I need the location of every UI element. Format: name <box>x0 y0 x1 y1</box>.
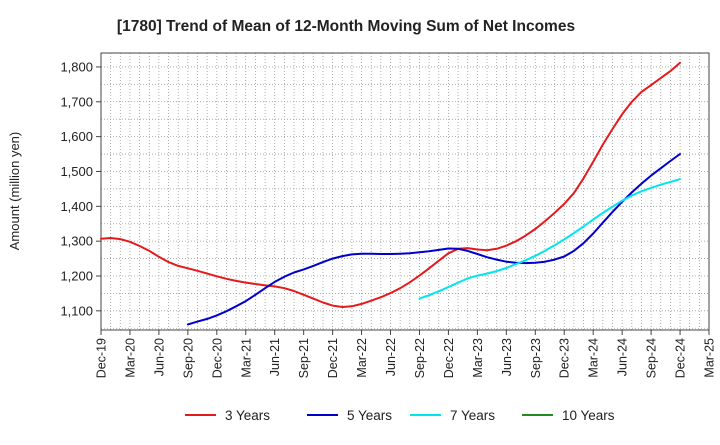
x-tick-label: Sep-22 <box>413 338 427 378</box>
series-line-5-years <box>186 153 681 326</box>
x-tick-label: Dec-24 <box>674 338 688 378</box>
y-tick-label: 1,200 <box>60 268 93 283</box>
x-tick-label: Dec-21 <box>326 338 340 378</box>
x-tick-label: Mar-23 <box>471 338 485 378</box>
x-tick-label: Mar-24 <box>587 338 601 378</box>
x-tick-label: Dec-22 <box>442 338 456 378</box>
legend-label-5-years: 5 Years <box>347 408 392 423</box>
x-tick-label: Mar-21 <box>239 338 253 378</box>
y-tick-label: 1,600 <box>60 129 93 144</box>
legend-label-7-years: 7 Years <box>450 408 495 423</box>
legend: 3 Years 5 Years 7 Years 10 Years <box>185 408 615 423</box>
x-tick-label: Jun-21 <box>268 338 282 376</box>
x-tick-label: Dec-19 <box>95 338 109 378</box>
x-tick-label: Mar-25 <box>703 338 717 378</box>
x-tick-label: Dec-23 <box>558 338 572 378</box>
x-tick-label: Jun-20 <box>152 338 166 376</box>
x-tick-label: Jun-22 <box>384 338 398 376</box>
x-tick-label: Sep-23 <box>529 338 543 378</box>
axes: 1,100 1,200 1,300 1,400 1,500 1,600 1,700 1,800… <box>60 52 717 378</box>
legend-label-3-years: 3 Years <box>225 408 270 423</box>
chart-title: [1780] Trend of Mean of 12-Month Moving … <box>117 18 575 35</box>
x-tick-label: Jun-24 <box>616 338 630 376</box>
x-tick-label: Mar-20 <box>123 338 137 378</box>
plot-frame <box>100 52 710 331</box>
x-tick-label: Mar-22 <box>355 338 369 378</box>
legend-label-10-years: 10 Years <box>562 408 615 423</box>
y-tick-label: 1,500 <box>60 164 93 179</box>
y-tick-label: 1,800 <box>60 59 93 74</box>
x-tick-label: Sep-20 <box>181 338 195 378</box>
plot-area <box>101 53 709 330</box>
y-tick-label: 1,400 <box>60 199 93 214</box>
series-line-7-years <box>418 178 681 300</box>
x-tick-label: Jun-23 <box>500 338 514 376</box>
x-tick-label: Sep-21 <box>297 338 311 378</box>
y-tick-label: 1,700 <box>60 94 93 109</box>
x-tick-label: Sep-24 <box>645 338 659 378</box>
y-axis-label: Amount (million yen) <box>7 132 22 251</box>
series-line-3-years <box>100 61 681 308</box>
y-tick-label: 1,100 <box>60 303 93 318</box>
series-lines <box>100 61 681 326</box>
y-tick-label: 1,300 <box>60 234 93 249</box>
x-tick-label: Dec-20 <box>210 338 224 378</box>
grid-lines <box>101 53 709 330</box>
